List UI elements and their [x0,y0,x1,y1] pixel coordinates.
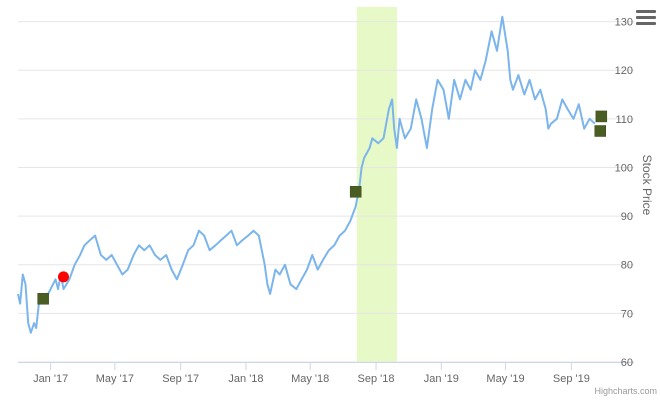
square-marker [349,186,362,198]
x-tick-label: Jan '17 [33,373,68,385]
credits-label[interactable]: Highcharts.com [594,386,657,396]
menu-bar [636,10,656,13]
highlight-band [356,7,397,362]
square-marker [594,125,607,137]
menu-bar [636,16,656,19]
price-series-line [17,15,596,334]
x-tick-label: Jan '19 [424,373,459,385]
x-tick-label: Jan '18 [228,373,263,385]
x-tick-label: Sep '19 [553,373,590,385]
chart-menu-button[interactable] [636,10,656,28]
y-tick-label: 70 [621,308,633,320]
y-tick-label: 90 [621,211,633,223]
x-tick-label: Sep '18 [358,373,395,385]
x-tick-label: May '18 [291,373,329,385]
x-tick-label: May '19 [486,373,524,385]
circle-marker [57,271,69,283]
menu-bar [636,22,656,25]
y-tick-label: 130 [615,17,633,29]
y-tick-label: 80 [621,260,633,272]
y-tick-label: 110 [615,114,633,126]
y-tick-label: 120 [615,65,633,77]
x-tick-label: May '17 [96,373,134,385]
y-tick-label: 100 [615,162,633,174]
y-tick-label: 60 [621,357,633,369]
square-marker [37,293,49,305]
square-marker [595,110,608,123]
y-axis-title: Stock Price [640,155,654,216]
x-tick-label: Sep '17 [162,373,199,385]
